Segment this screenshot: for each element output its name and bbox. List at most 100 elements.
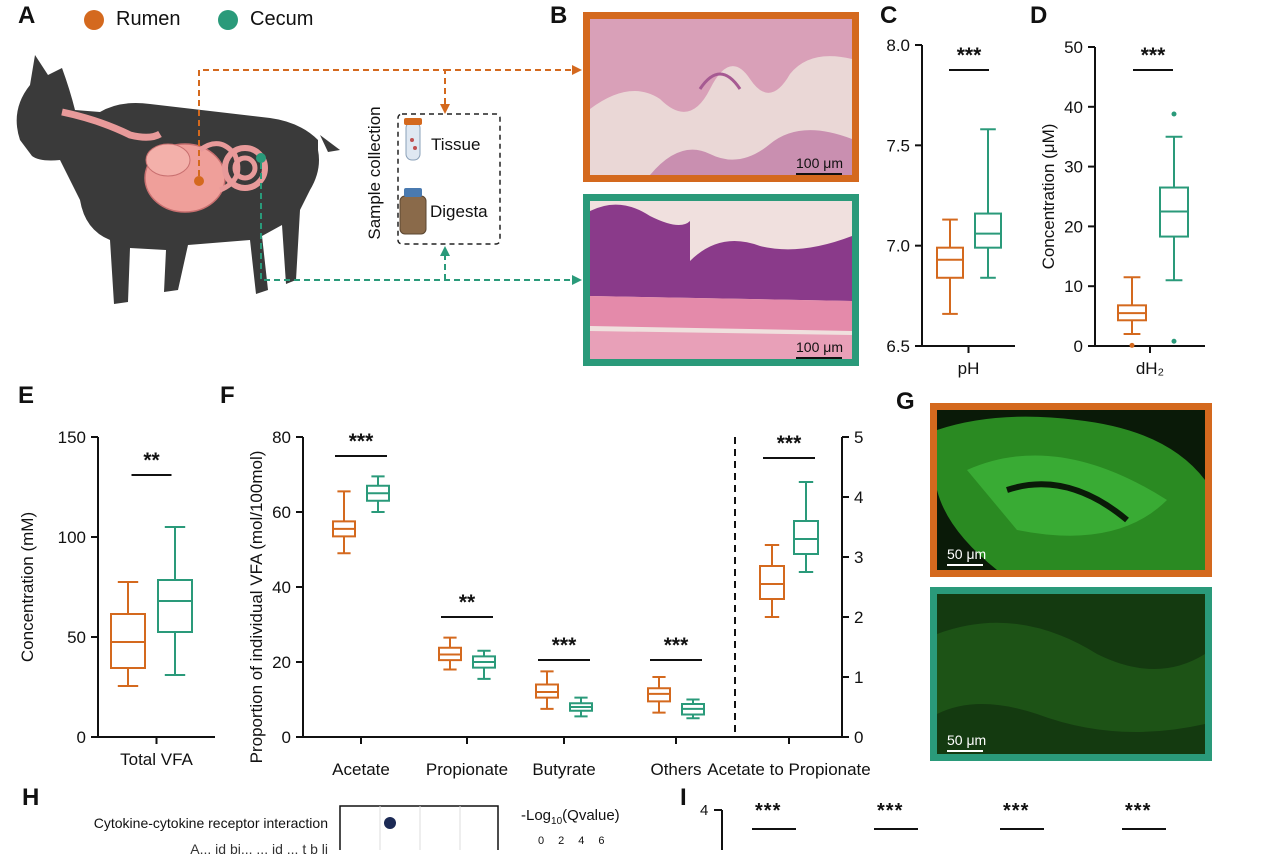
panel-letter-b: B [550, 2, 568, 29]
tissue-label: Tissue [431, 135, 481, 154]
scale-label-b-top: 100 μm [796, 155, 843, 171]
y-tick-label-2: 20 [1064, 217, 1083, 236]
scalebar-b-top [796, 173, 842, 175]
qvalue-legend-sub: 10 [551, 816, 563, 827]
cecum-box [157, 579, 193, 633]
rumen-fluorescence-image: 50 μm [930, 403, 1212, 577]
significance-label-0: *** [349, 430, 374, 453]
scalebar-g-bottom [947, 750, 983, 752]
qvalue-legend-prefix: -Log [521, 807, 552, 824]
cecum-arrow [260, 163, 572, 281]
x-category-label-3: Others [650, 760, 701, 779]
panel-letter-d: D [1030, 2, 1048, 29]
qvalue-legend-suffix: (Qvalue) [562, 807, 620, 824]
pathway-label-1: Cytokine-cytokine receptor interaction [93, 815, 328, 831]
cecum-fluorescence-image: 50 μm [930, 587, 1212, 761]
y-tick-label-1: 10 [1064, 277, 1083, 296]
y-tick-label-0: 0 [77, 728, 86, 747]
dh2-box-chart: 0 10 20 30 40 50 dH₂ Concentration (μM) *** [1039, 38, 1205, 378]
y-tick-label-left-3: 60 [272, 503, 291, 522]
enrichment-dot [384, 817, 396, 829]
enrichment-dot-plot [339, 805, 499, 850]
sample-collection-box [397, 113, 501, 245]
panel-letter-f: F [220, 382, 235, 409]
digesta-bottle-icon [399, 195, 427, 235]
x-axis-label: pH [958, 359, 980, 378]
y-axis-label: Concentration (μM) [1039, 124, 1058, 270]
significance-label-2: *** [552, 634, 577, 657]
qvalue-legend-title: -Log10(Qvalue) [521, 807, 620, 827]
y-tick-label-0: 0 [1074, 337, 1083, 356]
ph-box-chart: 6.5 7.0 7.5 8.0 pH *** [886, 36, 1015, 378]
legend-dot-rumen [84, 9, 104, 30]
cecum-outlier-1 [1171, 338, 1177, 344]
rumen-outlier-0 [1129, 342, 1135, 348]
y-tick-label-0: 6.5 [886, 337, 910, 356]
y-tick-label-1: 7.0 [886, 237, 910, 256]
goat-illustration [16, 55, 582, 304]
qvalue-tick: 0 [538, 835, 545, 847]
panel-letter-i: I [680, 784, 687, 811]
rumen-histology-image: 100 μm [583, 12, 859, 182]
y-tick-label-left-4: 80 [272, 428, 291, 447]
significance-label: *** [957, 44, 982, 67]
x-axis-label: Total VFA [120, 750, 193, 769]
y-tick-label-1: 50 [67, 628, 86, 647]
x-category-label-0: Acetate [332, 760, 390, 779]
panel-i-ytick: 4 [700, 802, 709, 819]
cecum-box [974, 212, 1002, 249]
sample-collection-label: Sample collection [365, 106, 384, 240]
scalebar-b-bottom [796, 357, 842, 359]
digesta-label: Digesta [430, 202, 488, 221]
legend-item-cecum: Cecum [218, 8, 313, 31]
y-tick-label-2: 7.5 [886, 136, 910, 155]
scale-label-b-bottom: 100 μm [796, 339, 843, 355]
significance-label-1: ** [459, 591, 476, 614]
y-tick-label-right-3: 3 [854, 548, 863, 567]
scale-label-g-top: 50 μm [947, 546, 987, 562]
legend-label-rumen: Rumen [116, 8, 181, 30]
panel-i-sig-2: *** [877, 800, 904, 822]
y-tick-label-4: 40 [1064, 98, 1083, 117]
y-tick-label-3: 150 [58, 428, 86, 447]
y-tick-label-left-2: 40 [272, 578, 291, 597]
y-tick-label-2: 100 [58, 528, 86, 547]
panel-letter-a: A [18, 2, 36, 29]
legend-label-cecum: Cecum [250, 8, 314, 30]
significance-label-4: *** [777, 432, 802, 455]
esophagus [61, 108, 162, 141]
qvalue-legend-ticks: 0 2 4 6 [538, 835, 605, 847]
y-axis-label: Concentration (mM) [18, 512, 37, 662]
x-axis-label: dH₂ [1136, 359, 1164, 378]
y-tick-label-right-1: 1 [854, 668, 863, 687]
rumen-marker [194, 176, 204, 186]
x-category-label-1: Propionate [426, 760, 508, 779]
rumen-arrow [198, 69, 446, 176]
y-tick-label-left-1: 20 [272, 653, 291, 672]
box-8-box [759, 565, 785, 600]
significance-label: ** [143, 449, 160, 472]
cecum-marker [256, 153, 266, 163]
scalebar-g-top [947, 564, 983, 566]
y-tick-label-right-5: 5 [854, 428, 863, 447]
qvalue-tick: 4 [578, 835, 585, 847]
rumen-box [936, 246, 964, 279]
panel-letter-c: C [880, 2, 898, 29]
significance-label-3: *** [664, 634, 689, 657]
cecum-histology-image: 100 μm [583, 194, 859, 366]
panel-letter-h: H [22, 784, 40, 811]
legend-dot-cecum [218, 9, 238, 30]
cecum-organ [222, 145, 268, 191]
scale-label-g-bottom: 50 μm [947, 732, 987, 748]
panel-i-axis [714, 809, 723, 850]
panel-letter-e: E [18, 382, 35, 409]
x-category-label-4: Acetate to Propionate [707, 760, 871, 779]
panel-i-sig-4: *** [1125, 800, 1152, 822]
significance-label: *** [1141, 44, 1166, 67]
cecum-outlier-0 [1171, 111, 1177, 117]
total-vfa-box-chart: 0 50 100 150 Total VFA Concentration (mM) ** [18, 428, 215, 769]
pathway-label-2: A... id bi... ... id ... t b li [190, 841, 328, 857]
panel-i-sig-lines [752, 828, 1166, 830]
y-axis-label: Proportion of individual VFA (mol/100mol… [247, 451, 266, 764]
qvalue-tick: 6 [598, 835, 605, 847]
